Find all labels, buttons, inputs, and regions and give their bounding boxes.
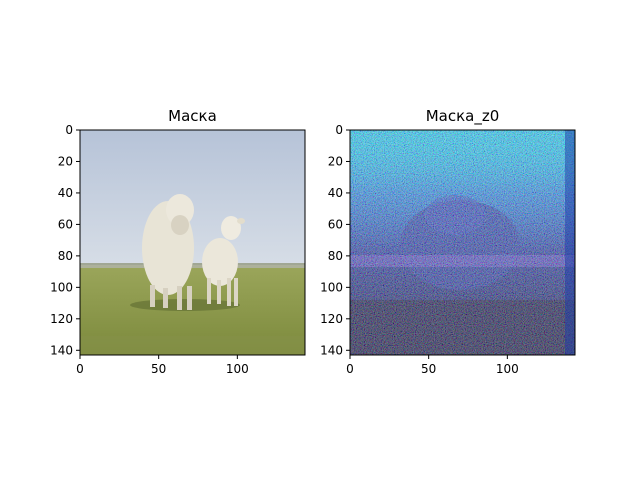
y-tick-label: 140 [320,343,343,357]
x-tick-label: 0 [346,362,354,376]
y-tick-label: 40 [328,186,343,200]
treeline [80,263,305,271]
right-axes-frame [349,129,576,356]
reconstruction-image [350,130,575,355]
y-tick-label: 0 [335,123,343,137]
y-tick-label: 100 [320,280,343,294]
left-panel: Маска [50,107,306,376]
y-tick-label: 80 [58,249,73,263]
y-tick-label: 0 [65,123,73,137]
y-tick-label: 120 [320,312,343,326]
y-tick-label: 60 [58,217,73,231]
x-tick-label: 50 [421,362,436,376]
sheep-photo-image [80,130,305,355]
right-panel-title: Маска_z0 [426,107,500,126]
left-axes-frame [79,129,306,356]
y-tick-label: 60 [328,217,343,231]
right-y-ticks: 0 20 40 60 80 100 120 140 [320,123,350,357]
left-panel-title: Маска [168,107,217,125]
y-tick-label: 20 [328,154,343,168]
left-y-ticks: 0 20 40 60 80 100 120 140 [50,123,80,357]
right-panel: Маска_z0 0 50 100 0 20 40 60 80 100 120 140 [320,107,576,376]
y-tick-label: 40 [58,186,73,200]
x-tick-label: 100 [496,362,519,376]
y-tick-label: 120 [50,312,73,326]
x-tick-label: 100 [226,362,249,376]
y-tick-label: 20 [58,154,73,168]
lamb-sheep-icon [202,216,245,306]
left-x-ticks: 0 50 100 [76,355,249,376]
x-tick-label: 50 [151,362,166,376]
right-x-ticks: 0 50 100 [346,355,519,376]
y-tick-label: 80 [328,249,343,263]
sheep-shadow [130,299,240,311]
x-tick-label: 0 [76,362,84,376]
y-tick-label: 100 [50,280,73,294]
adult-sheep-icon [142,194,194,310]
grass-stripes [80,336,305,355]
y-tick-label: 140 [50,343,73,357]
